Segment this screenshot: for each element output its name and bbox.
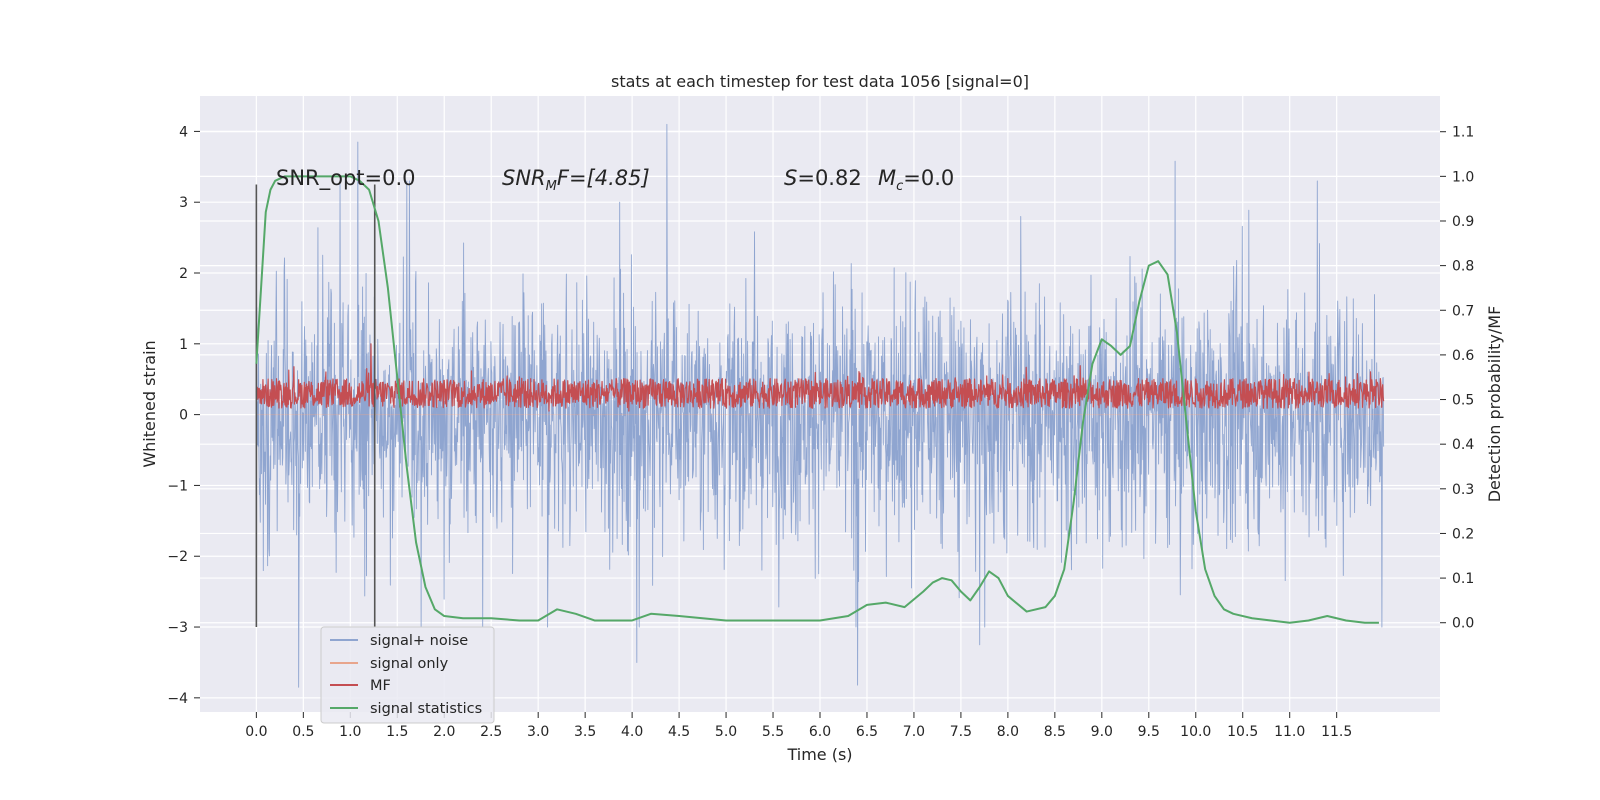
x-tick-label: 8.0 [997,724,1019,740]
signal-statistics-series [255,175,1379,624]
legend-label-signal-statistics: signal statistics [370,701,482,717]
x-tick-label: 1.5 [386,724,408,740]
x-tick-label: 3.5 [574,724,596,740]
x-tick-label: 8.5 [1044,724,1066,740]
annotation-s: S=0.82 [784,166,862,190]
y-tick-label: −3 [167,620,188,636]
s-value: =0.82 [797,166,861,190]
x-tick-label: 9.0 [1091,724,1113,740]
y-right-tick-label: 1.1 [1452,125,1474,141]
y-right-tick-label: 0.9 [1452,214,1474,230]
x-tick-label: 11.0 [1274,724,1305,740]
y-right-tick-label: 1.0 [1452,169,1474,185]
x-tick-label: 9.5 [1138,724,1160,740]
y-tick-label: 3 [179,195,188,211]
legend-label-signal-noise: signal+ noise [370,633,468,649]
y-right-tick-label: 0.0 [1452,616,1474,632]
legend-box [320,626,495,724]
y-right-tick-label: 0.2 [1452,526,1474,542]
annotation-mc: Mc=0.0 [878,166,954,194]
y-right-tick-label: 0.7 [1452,303,1474,319]
x-tick-label: 1.0 [339,724,361,740]
snr-mf-value: F=[4.85] [557,166,650,190]
x-tick-label: 0.0 [245,724,267,740]
x-tick-label: 7.5 [950,724,972,740]
x-tick-label: 2.0 [433,724,455,740]
x-tick-label: 0.5 [292,724,314,740]
snr-mf-symbol: SNR [502,166,546,190]
y-tick-label: 1 [179,337,188,353]
x-tick-label: 5.0 [715,724,737,740]
y-right-tick-label: 0.1 [1452,571,1474,587]
legend: signal+ noise signal only MF signal stat… [320,626,495,724]
legend-label-mf: MF [370,678,391,694]
x-axis-title: Time (s) [786,745,852,764]
y-tick-label: −2 [167,549,188,565]
annotation-snr-opt: SNR_opt=0.0 [276,166,416,191]
y-right-tick-label: 0.8 [1452,259,1474,275]
x-tick-label: 10.5 [1227,724,1258,740]
y-tick-label: 2 [179,266,188,282]
right-axis: 0.0 0.1 0.2 0.3 0.4 0.5 0.6 0.7 0.8 0.9 1.0 1.1 [1440,125,1474,632]
x-tick-label: 4.5 [668,724,690,740]
mc-symbol: M [878,166,896,190]
x-tick-label: 6.5 [856,724,878,740]
y-tick-label: −1 [167,478,188,494]
y-axis-right-title: Detection probability/MF [1485,306,1504,503]
s-symbol: S [784,166,797,190]
chart-title: stats at each timestep for test data 105… [611,72,1029,91]
x-tick-label: 11.5 [1321,724,1352,740]
x-tick-label: 7.0 [903,724,925,740]
y-right-tick-label: 0.4 [1452,437,1474,453]
mc-subscript: c [896,179,903,194]
x-tick-label: 2.5 [480,724,502,740]
y-tick-label: −4 [167,691,188,707]
x-tick-label: 10.0 [1180,724,1211,740]
snr-mf-subscript: M [546,179,557,194]
y-tick-label: 4 [179,124,188,140]
mf-series [255,343,1385,412]
legend-label-signal-only: signal only [370,656,449,672]
x-tick-label: 3.0 [527,724,549,740]
x-tick-label: 5.5 [762,724,784,740]
annotation-snr-mf: SNRMF=[4.85] [502,166,650,194]
y-right-tick-label: 0.6 [1452,348,1474,364]
mf-line [255,343,1385,412]
left-axis: −4 −3 −2 −1 0 1 2 3 4 [167,124,200,707]
vertical-markers [255,184,376,628]
mc-value: =0.0 [903,166,954,190]
signal-statistics-line [255,175,1379,624]
x-tick-label: 6.0 [809,724,831,740]
x-axis: 0.0 0.5 1.0 1.5 2.0 2.5 3.0 3.5 4.0 4.5 5.0 5.5 6.0 6… [245,712,1352,740]
y-right-tick-label: 0.3 [1452,482,1474,498]
y-right-tick-label: 0.5 [1452,393,1474,409]
y-tick-label: 0 [179,408,188,424]
x-tick-label: 4.0 [621,724,643,740]
y-axis-title: Whitened strain [140,340,159,467]
